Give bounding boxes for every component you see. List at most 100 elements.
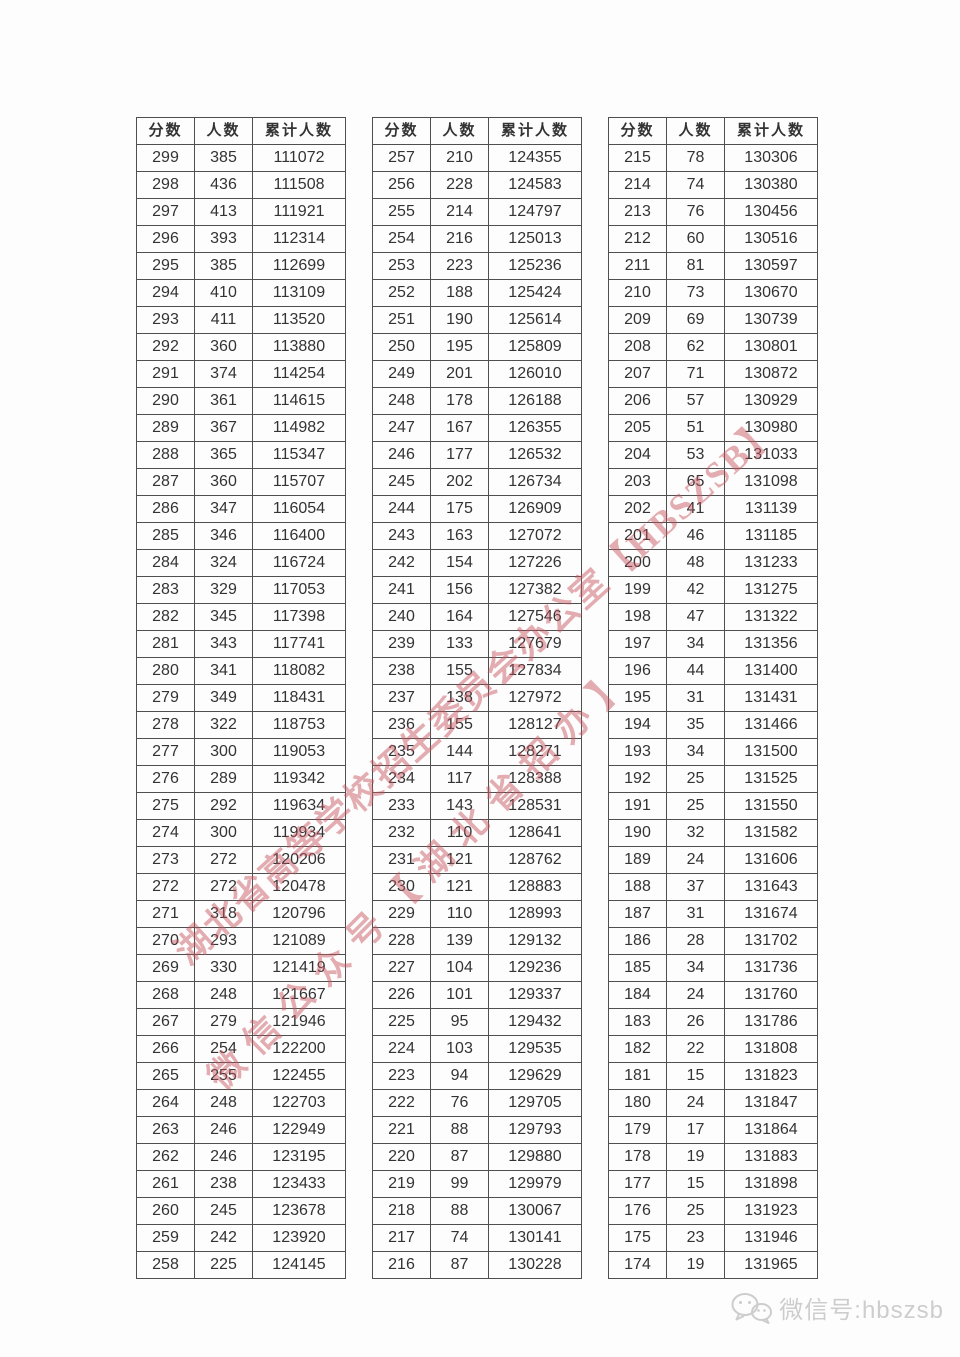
table-row: 284 324 116724 (136, 549, 346, 577)
score-cell: 199 (608, 576, 667, 604)
score-cell: 245 (372, 468, 431, 496)
score-cell: 291 (136, 360, 195, 388)
cumulative-cell: 121089 (252, 927, 346, 955)
cumulative-cell: 130228 (488, 1251, 582, 1279)
count-cell: 360 (194, 468, 253, 496)
table-row: 291 374 114254 (136, 360, 346, 388)
score-cell: 228 (372, 927, 431, 955)
cumulative-cell: 131760 (724, 981, 818, 1009)
score-cell: 218 (372, 1197, 431, 1225)
count-cell: 163 (430, 522, 489, 550)
count-cell: 15 (666, 1062, 725, 1090)
table-row: 194 35 131466 (608, 711, 818, 739)
table-row: 213 76 130456 (608, 198, 818, 226)
table-row: 189 24 131606 (608, 846, 818, 874)
cumulative-cell: 130067 (488, 1197, 582, 1225)
score-cell: 184 (608, 981, 667, 1009)
cumulative-cell: 116724 (252, 549, 346, 577)
score-cell: 254 (372, 225, 431, 253)
table-row: 240 164 127546 (372, 603, 582, 631)
score-cell: 250 (372, 333, 431, 361)
table-row: 255 214 124797 (372, 198, 582, 226)
count-cell: 76 (666, 198, 725, 226)
count-cell: 110 (430, 819, 489, 847)
cumulative-cell: 123678 (252, 1197, 346, 1225)
score-cell: 201 (608, 522, 667, 550)
score-cell: 189 (608, 846, 667, 874)
count-cell: 41 (666, 495, 725, 523)
count-cell: 143 (430, 792, 489, 820)
cumulative-cell: 117741 (252, 630, 346, 658)
table-row: 272 272 120478 (136, 873, 346, 901)
table-row: 191 25 131550 (608, 792, 818, 820)
table-row: 182 22 131808 (608, 1035, 818, 1063)
table-row: 237 138 127972 (372, 684, 582, 712)
count-cell: 292 (194, 792, 253, 820)
score-cell: 240 (372, 603, 431, 631)
score-cell: 285 (136, 522, 195, 550)
count-cell: 238 (194, 1170, 253, 1198)
score-cell: 253 (372, 252, 431, 280)
score-cell: 282 (136, 603, 195, 631)
table-row: 288 365 115347 (136, 441, 346, 469)
table-row: 203 65 131098 (608, 468, 818, 496)
cumulative-cell: 130739 (724, 306, 818, 334)
table-row: 228 139 129132 (372, 927, 582, 955)
count-cell: 47 (666, 603, 725, 631)
score-cell: 275 (136, 792, 195, 820)
count-cell: 178 (430, 387, 489, 415)
wechat-footer: 微信号:hbszsb (730, 1290, 944, 1325)
count-cell: 346 (194, 522, 253, 550)
table-row: 180 24 131847 (608, 1089, 818, 1117)
count-cell: 201 (430, 360, 489, 388)
cumulative-cell: 119934 (252, 819, 346, 847)
score-cell: 241 (372, 576, 431, 604)
count-cell: 103 (430, 1035, 489, 1063)
cumulative-cell: 131898 (724, 1170, 818, 1198)
table-row: 190 32 131582 (608, 819, 818, 847)
table-row: 244 175 126909 (372, 495, 582, 523)
score-cell: 188 (608, 873, 667, 901)
cumulative-cell: 115707 (252, 468, 346, 496)
table-row: 214 74 130380 (608, 171, 818, 199)
cumulative-cell: 120206 (252, 846, 346, 874)
count-cell: 188 (430, 279, 489, 307)
score-cell: 206 (608, 387, 667, 415)
table-row: 192 25 131525 (608, 765, 818, 793)
table-row: 262 246 123195 (136, 1143, 346, 1171)
count-cell: 74 (666, 171, 725, 199)
count-cell: 76 (430, 1089, 489, 1117)
cumulative-cell: 127972 (488, 684, 582, 712)
table-row: 209 69 130739 (608, 306, 818, 334)
count-cell: 413 (194, 198, 253, 226)
count-cell: 17 (666, 1116, 725, 1144)
table-row: 251 190 125614 (372, 306, 582, 334)
score-cell: 252 (372, 279, 431, 307)
table-row: 185 34 131736 (608, 954, 818, 982)
count-cell: 34 (666, 738, 725, 766)
score-cell: 243 (372, 522, 431, 550)
table-row: 249 201 126010 (372, 360, 582, 388)
count-cell: 74 (430, 1224, 489, 1252)
table-row: 174 19 131965 (608, 1251, 818, 1279)
score-cell: 242 (372, 549, 431, 577)
table-row: 275 292 119634 (136, 792, 346, 820)
cumulative-cell: 131883 (724, 1143, 818, 1171)
score-cell: 207 (608, 360, 667, 388)
score-cell: 270 (136, 927, 195, 955)
score-cell: 195 (608, 684, 667, 712)
count-cell: 34 (666, 954, 725, 982)
table-row: 256 228 124583 (372, 171, 582, 199)
count-cell: 101 (430, 981, 489, 1009)
cumulative-cell: 113520 (252, 306, 346, 334)
table-row: 287 360 115707 (136, 468, 346, 496)
cumulative-cell: 131786 (724, 1008, 818, 1036)
cumulative-cell: 131139 (724, 495, 818, 523)
cumulative-cell: 114615 (252, 387, 346, 415)
score-cell: 244 (372, 495, 431, 523)
table-row: 276 289 119342 (136, 765, 346, 793)
cumulative-cell: 127834 (488, 657, 582, 685)
count-cell: 94 (430, 1062, 489, 1090)
count-cell: 365 (194, 441, 253, 469)
count-cell: 341 (194, 657, 253, 685)
